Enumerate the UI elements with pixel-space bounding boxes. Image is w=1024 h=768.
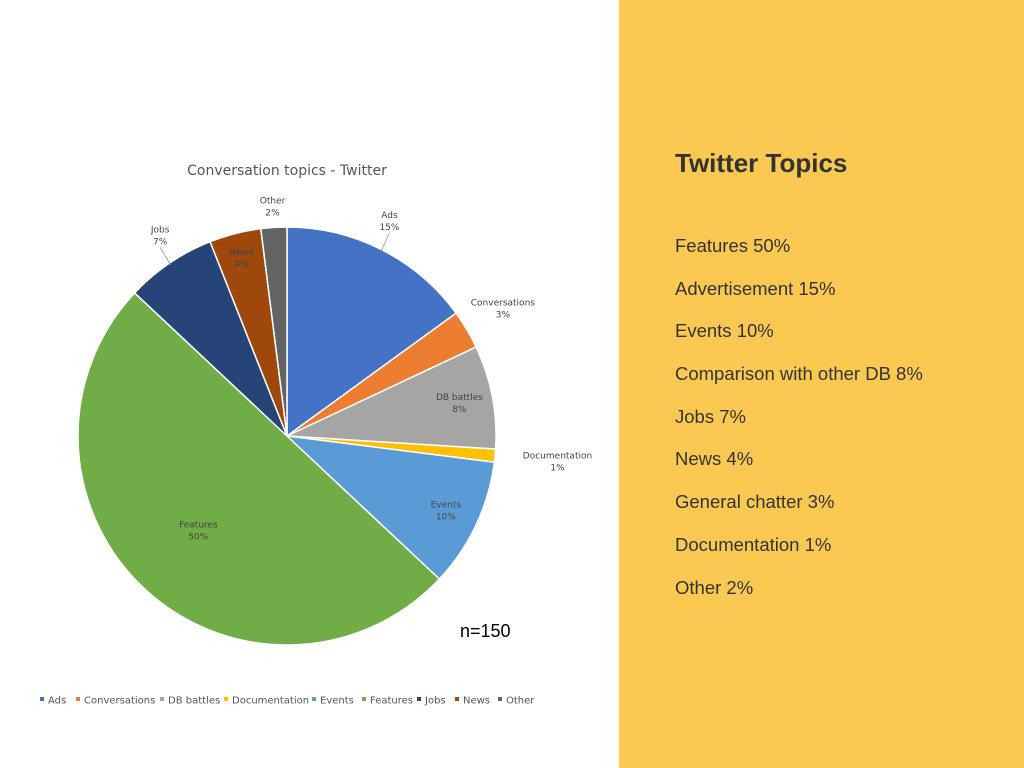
- slice-label-jobs: Jobs 7%: [150, 225, 170, 247]
- leader-line-jobs: [159, 247, 172, 266]
- legend-item-db-battles: DB battles: [160, 696, 220, 707]
- pie-slices: [77, 226, 497, 646]
- legend-swatch: [498, 697, 502, 701]
- topic-item: Advertisement 15%: [675, 277, 836, 299]
- legend-item-documentation: Documentation: [224, 696, 309, 707]
- topic-item: General chatter 3%: [675, 491, 835, 513]
- legend-swatch: [76, 697, 80, 701]
- legend-swatch: [224, 697, 228, 701]
- slice-label-other: Other 2%: [260, 197, 286, 219]
- legend-label: News: [463, 696, 490, 707]
- legend-swatch: [160, 697, 164, 701]
- legend-label: Documentation: [232, 696, 309, 707]
- legend-label: Jobs: [424, 696, 446, 707]
- sample-size-note: n=150: [460, 621, 511, 641]
- legend-label: Ads: [48, 696, 66, 707]
- topic-item: Other 2%: [675, 576, 754, 598]
- pie-slice-db-battles: [286, 346, 497, 450]
- pie-slice-features: [77, 291, 441, 646]
- legend-item-news: News: [455, 696, 490, 707]
- legend-item-conversations: Conversations: [76, 696, 155, 707]
- topic-item: News 4%: [675, 448, 754, 470]
- legend-label: Other: [506, 696, 535, 707]
- legend-swatch: [455, 697, 459, 701]
- legend-item-features: Features: [362, 696, 413, 707]
- slice-label-conversations: Conversations 3%: [471, 298, 536, 320]
- topic-list: Features 50% Advertisement 15% Events 10…: [675, 234, 923, 618]
- pie-slice-events: [284, 434, 496, 581]
- chart-legend: Ads Conversations DB battles Documentation E…: [40, 696, 535, 707]
- side-panel: Twitter Topics Features 50% Advertisemen…: [619, 0, 1024, 768]
- legend-item-ads: Ads: [40, 696, 66, 707]
- side-panel-title: Twitter Topics: [675, 148, 848, 178]
- slice-labels: Ads 15% Conversations 3% DB battles 8% Documen…: [150, 197, 592, 543]
- legend-label: DB battles: [168, 696, 220, 707]
- pie-chart: Conversation topics - Twitter Ads 15% Conv…: [40, 163, 592, 707]
- slice-label-db-battles: DB battles 8%: [436, 393, 483, 415]
- pie-chart-area: Conversation topics - Twitter Ads 15% Conv…: [40, 163, 592, 707]
- pie-slice-other: [259, 226, 288, 437]
- leader-line-ads: [380, 232, 390, 252]
- topic-item: Features 50%: [675, 235, 791, 256]
- legend-label: Features: [370, 696, 413, 707]
- legend-swatch: [417, 697, 421, 701]
- legend-swatch: [362, 697, 366, 701]
- topic-item: Jobs 7%: [675, 405, 746, 427]
- chart-title: Conversation topics - Twitter: [187, 163, 387, 179]
- slice-label-news: News 4%: [229, 248, 254, 270]
- legend-item-jobs: Jobs: [417, 696, 446, 707]
- leader-lines: [159, 232, 390, 266]
- legend-swatch: [40, 697, 44, 701]
- legend-swatch: [312, 697, 316, 701]
- slice-label-features: Features 50%: [179, 520, 218, 542]
- legend-item-other: Other: [498, 696, 535, 707]
- topic-item: Documentation 1%: [675, 533, 832, 555]
- topic-item: Events 10%: [675, 320, 774, 342]
- legend-label: Events: [320, 696, 354, 707]
- slice-label-documentation: Documentation 1%: [523, 452, 592, 474]
- slice-label-events: Events 10%: [431, 501, 462, 523]
- legend-item-events: Events: [312, 696, 354, 707]
- topic-item: Comparison with other DB 8%: [675, 363, 923, 385]
- legend-label: Conversations: [84, 696, 155, 707]
- slice-label-ads: Ads 15%: [379, 211, 399, 233]
